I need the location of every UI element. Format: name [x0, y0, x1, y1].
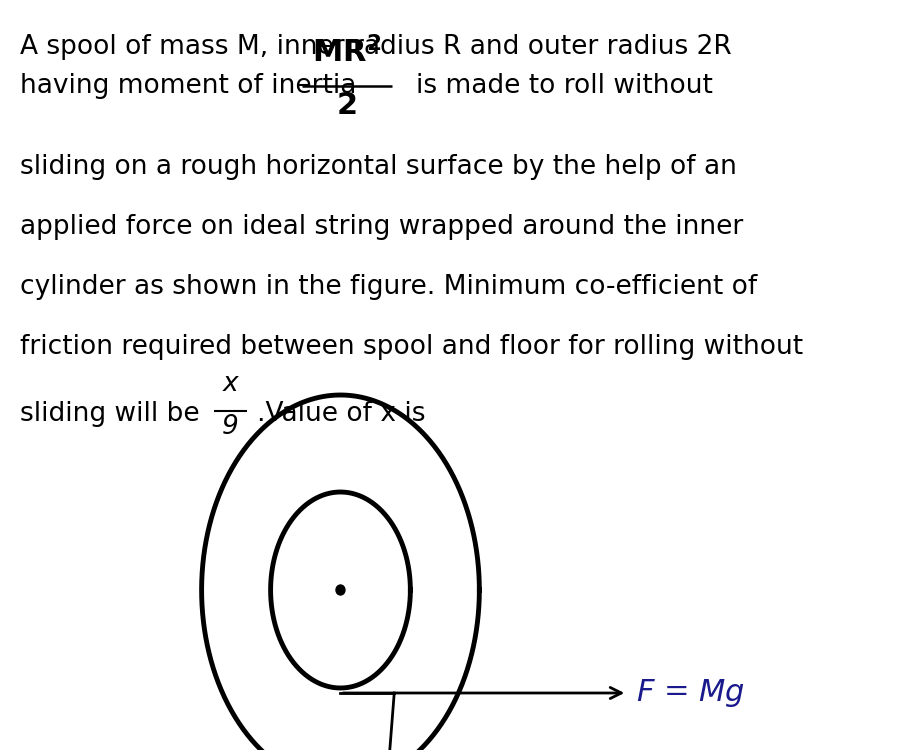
Text: having moment of inertia: having moment of inertia: [20, 74, 357, 99]
Text: sliding on a rough horizontal surface by the help of an: sliding on a rough horizontal surface by…: [20, 154, 737, 180]
Text: 9: 9: [221, 414, 239, 440]
Text: sliding will be: sliding will be: [20, 401, 200, 427]
Text: friction required between spool and floor for rolling without: friction required between spool and floo…: [20, 334, 804, 360]
Text: cylinder as shown in the figure. Minimum co-efficient of: cylinder as shown in the figure. Minimum…: [20, 274, 758, 300]
Text: $\mathregular{MR^2}$: $\mathregular{MR^2}$: [312, 36, 382, 68]
Text: $\mathit{F}$ = $\mathit{Mg}$: $\mathit{F}$ = $\mathit{Mg}$: [636, 677, 745, 709]
Text: applied force on ideal string wrapped around the inner: applied force on ideal string wrapped ar…: [20, 214, 743, 240]
Text: 2: 2: [336, 92, 357, 120]
Text: is made to roll without: is made to roll without: [416, 74, 713, 99]
Circle shape: [336, 585, 345, 595]
Text: .Value of x is: .Value of x is: [257, 401, 425, 427]
Text: x: x: [222, 371, 238, 397]
Text: A spool of mass M, inner radius R and outer radius 2R: A spool of mass M, inner radius R and ou…: [20, 34, 732, 60]
